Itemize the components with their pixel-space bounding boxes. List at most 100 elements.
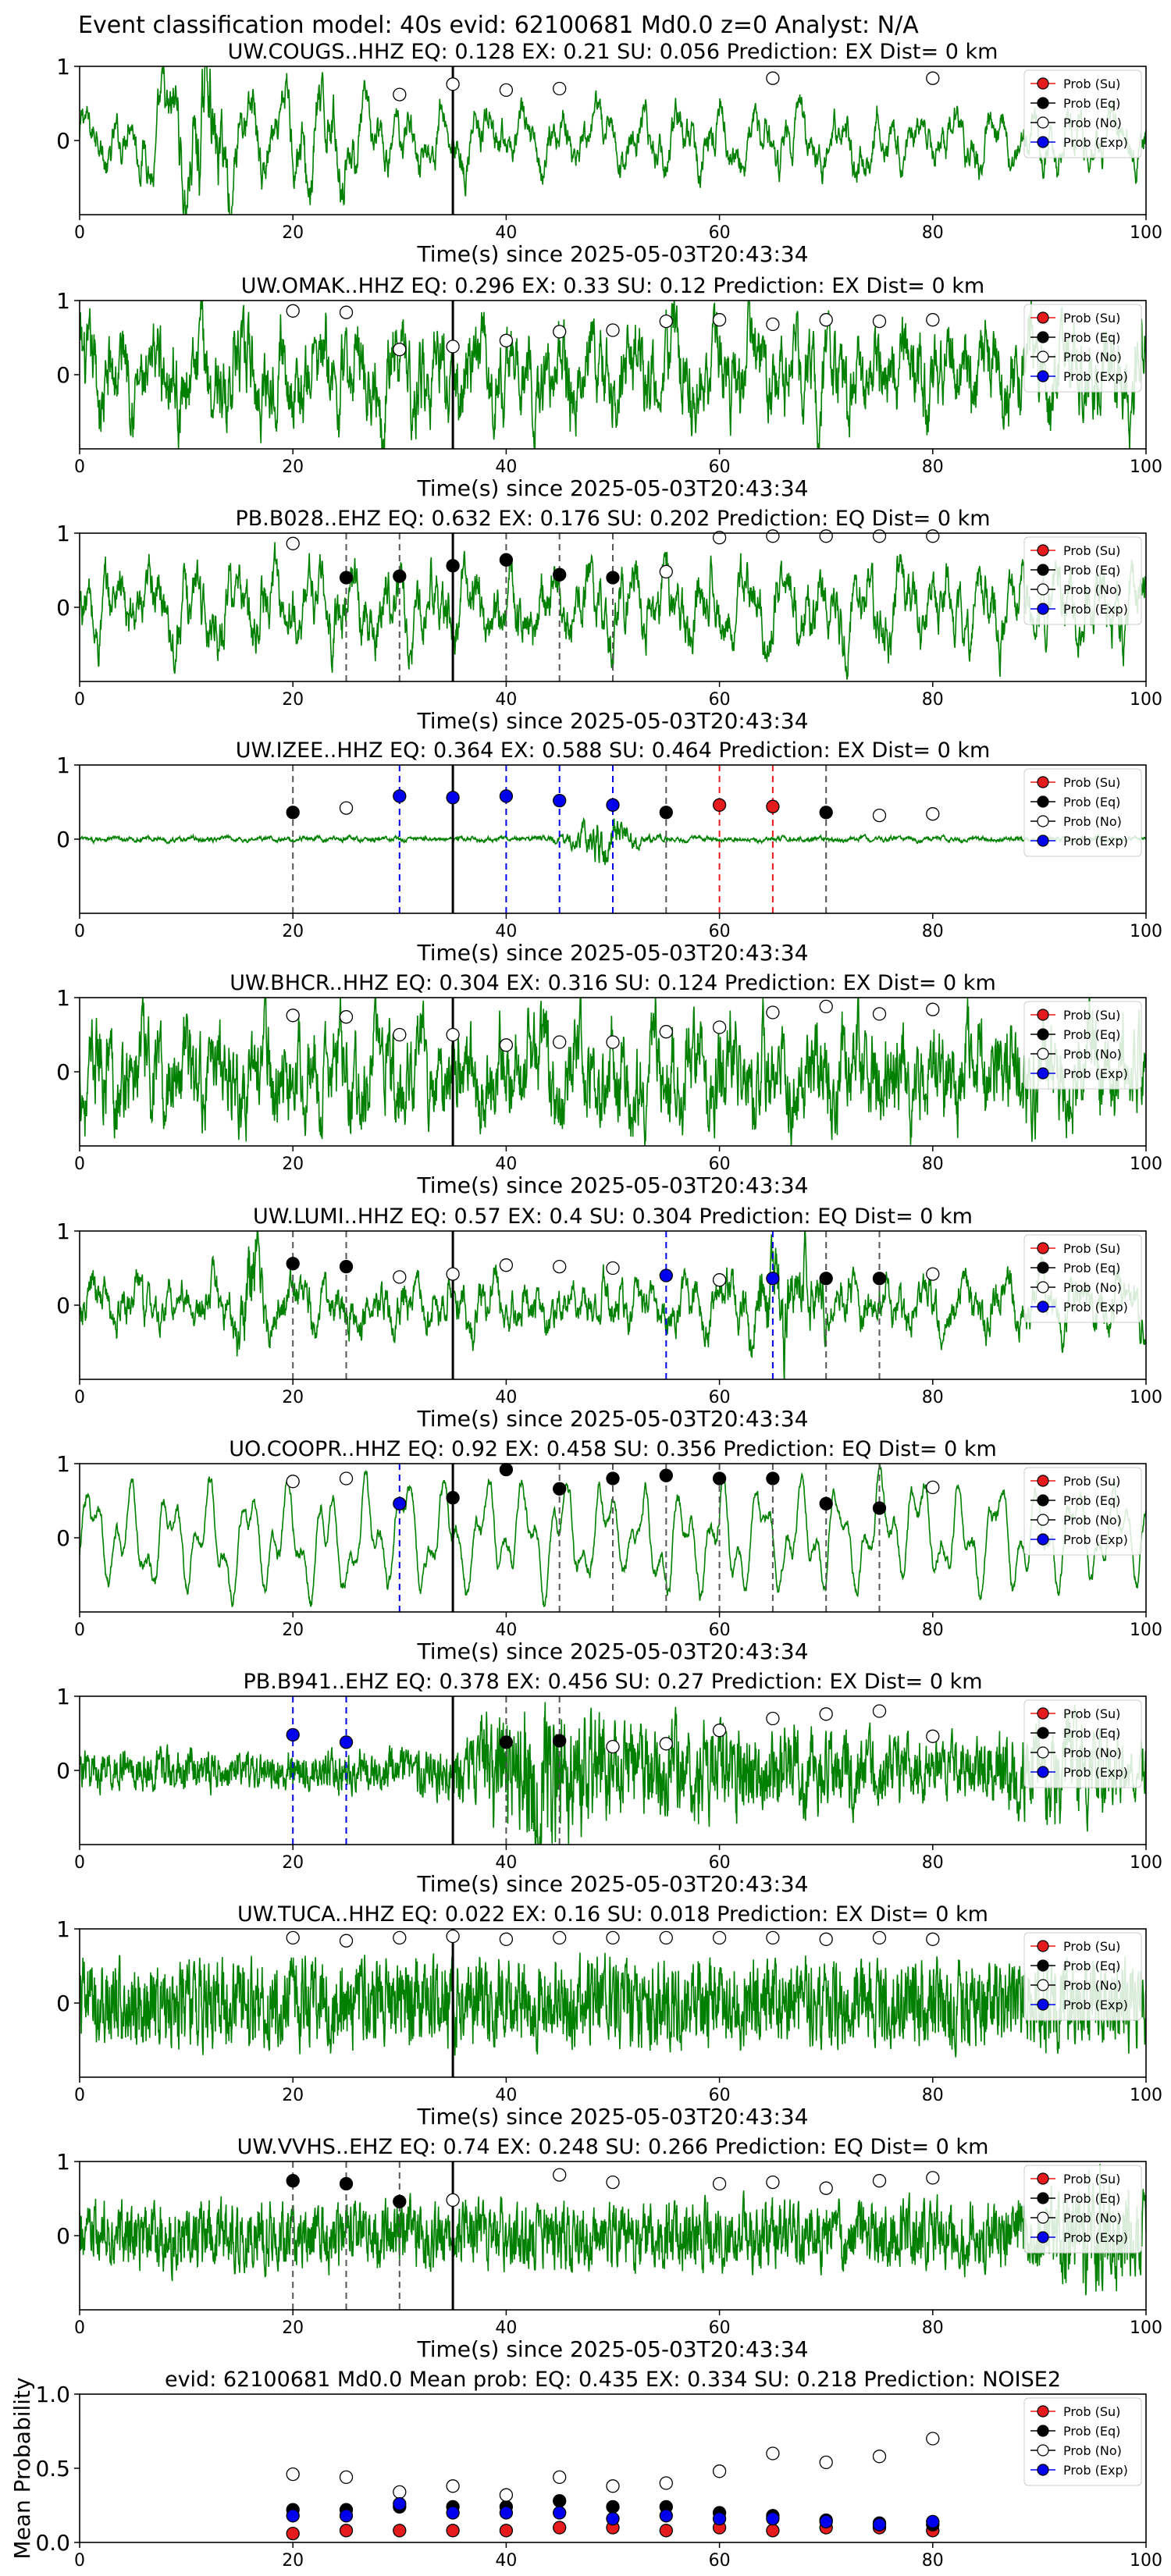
x-tick-label: 0	[74, 2086, 85, 2105]
legend-label: Prob (Exp)	[1063, 602, 1128, 617]
mean-point-su	[393, 2524, 407, 2538]
prob-point-no	[872, 1930, 887, 1945]
prob-point-no	[339, 801, 354, 815]
prob-point-no	[286, 1009, 300, 1023]
legend-marker-su	[1037, 1242, 1049, 1254]
mean-point-exp	[606, 2511, 620, 2526]
legend-marker-exp	[1037, 1766, 1049, 1778]
legend-box	[1023, 1699, 1142, 1788]
mean-point-no	[286, 2467, 300, 2482]
prob-point-no	[819, 2181, 833, 2195]
legend-label: Prob (Su)	[1063, 2404, 1120, 2419]
mean-point-exp	[659, 2509, 673, 2523]
legend-marker-eq	[1037, 2192, 1049, 2204]
x-tick-label: 20	[282, 690, 304, 710]
prob-point-no	[659, 1737, 673, 1751]
prob-point-no	[606, 1739, 620, 1754]
mean-point-no	[926, 2432, 940, 2446]
prob-point-no	[872, 314, 887, 329]
mean-point-su	[659, 2524, 673, 2538]
x-tick-label: 60	[709, 922, 731, 941]
prob-point-eq	[499, 1735, 514, 1749]
panel-6: UW.LUMI..HHZ EQ: 0.57 EX: 0.4 SU: 0.304 …	[56, 1204, 1162, 1432]
x-tick-label: 40	[495, 922, 517, 941]
legend-marker-eq	[1037, 564, 1049, 576]
mean-point-exp	[446, 2506, 460, 2520]
x-axis-label: Time(s) since 2025-05-03T20:43:34	[416, 1406, 808, 1432]
prob-point-eq	[339, 2176, 354, 2191]
legend-label: Prob (Eq)	[1063, 1261, 1120, 1276]
legend-marker-su	[1037, 1009, 1049, 1021]
panel-9: UW.TUCA..HHZ EQ: 0.022 EX: 0.16 SU: 0.01…	[56, 1902, 1162, 2129]
legend-label: Prob (Eq)	[1063, 96, 1120, 111]
mean-point-exp	[712, 2511, 727, 2526]
x-tick-label: 0	[74, 2551, 85, 2571]
legend-label: Prob (Su)	[1063, 775, 1120, 790]
waveform-trace	[80, 1702, 1146, 1845]
legend-label: Prob (Exp)	[1063, 2230, 1128, 2245]
y-tick-label: 1	[56, 521, 70, 546]
prob-point-no	[499, 83, 514, 98]
legend: Prob (Su) Prob (Eq) Prob (No) Prob (Exp)	[1023, 69, 1142, 158]
legend-box	[1023, 69, 1142, 158]
x-tick-label: 0	[74, 1388, 85, 1407]
prob-point-no	[446, 1267, 460, 1281]
mean-point-exp	[286, 2509, 300, 2523]
prob-point-no	[553, 325, 567, 339]
legend-marker-exp	[1037, 2231, 1049, 2243]
legend-label: Prob (No)	[1063, 1513, 1122, 1528]
prob-point-no	[766, 317, 780, 332]
mean-point-no	[872, 2450, 887, 2464]
mean-point-no	[446, 2479, 460, 2493]
mean-point-no	[553, 2470, 567, 2485]
prob-point-eq	[393, 2194, 407, 2208]
prob-point-eq	[286, 2174, 300, 2188]
prob-point-eq	[659, 806, 673, 820]
panel-title: UW.BHCR..HHZ EQ: 0.304 EX: 0.316 SU: 0.1…	[230, 971, 996, 995]
prob-point-su	[766, 799, 780, 813]
prob-point-no	[819, 1932, 833, 1946]
prob-point-eq	[553, 568, 567, 582]
y-tick-label: 1	[56, 2149, 70, 2175]
x-tick-label: 60	[709, 223, 731, 243]
y-tick-label: 0	[56, 362, 70, 388]
legend-label: Prob (No)	[1063, 2443, 1122, 2458]
x-tick-label: 80	[922, 1155, 944, 1174]
legend-marker-su	[1037, 311, 1049, 324]
y-tick-label: 1	[56, 288, 70, 314]
y-tick-label: 0	[56, 128, 70, 154]
legend-marker-su	[1037, 2172, 1049, 2185]
x-tick-label: 40	[495, 457, 517, 477]
waveform-trace	[80, 998, 1146, 1146]
y-tick-label: 1	[56, 1451, 70, 1477]
legend-marker-exp	[1037, 1300, 1049, 1313]
panel-title: UW.TUCA..HHZ EQ: 0.022 EX: 0.16 SU: 0.01…	[237, 1902, 988, 1927]
legend-marker-no	[1037, 2444, 1049, 2457]
x-tick-label: 60	[709, 2086, 731, 2105]
panel-title: UW.VVHS..EHZ EQ: 0.74 EX: 0.248 SU: 0.26…	[237, 2135, 989, 2159]
legend: Prob (Su) Prob (Eq) Prob (No) Prob (Exp)	[1023, 1467, 1142, 1556]
prob-point-no	[872, 1704, 887, 1718]
mean-point-no	[499, 2488, 514, 2502]
prob-point-no	[553, 1259, 567, 1274]
y-tick-label: 1.0	[35, 2382, 70, 2407]
panel-7: UO.COOPR..HHZ EQ: 0.92 EX: 0.458 SU: 0.3…	[56, 1437, 1162, 1664]
prob-point-no	[659, 564, 673, 579]
prob-point-exp	[606, 798, 620, 812]
prob-point-exp	[659, 1268, 673, 1283]
x-axis-label: Time(s) since 2025-05-03T20:43:34	[416, 1172, 808, 1198]
legend-label: Prob (Eq)	[1063, 2191, 1120, 2206]
y-tick-label: 0	[56, 1991, 70, 2016]
x-tick-label: 100	[1130, 1388, 1162, 1407]
legend-label: Prob (Exp)	[1063, 2463, 1128, 2478]
prob-point-no	[393, 87, 407, 101]
x-tick-label: 0	[74, 2318, 85, 2338]
y-tick-label: 0	[56, 595, 70, 621]
prob-point-eq	[499, 1462, 514, 1477]
legend-label: Prob (Eq)	[1063, 2424, 1120, 2439]
x-tick-label: 0	[74, 1853, 85, 1873]
x-axis-label: Time(s) since 2025-05-03T20:43:34	[416, 708, 808, 734]
y-tick-label: 0	[56, 827, 70, 852]
y-tick-label: 0.5	[35, 2456, 70, 2482]
prob-point-eq	[393, 569, 407, 583]
